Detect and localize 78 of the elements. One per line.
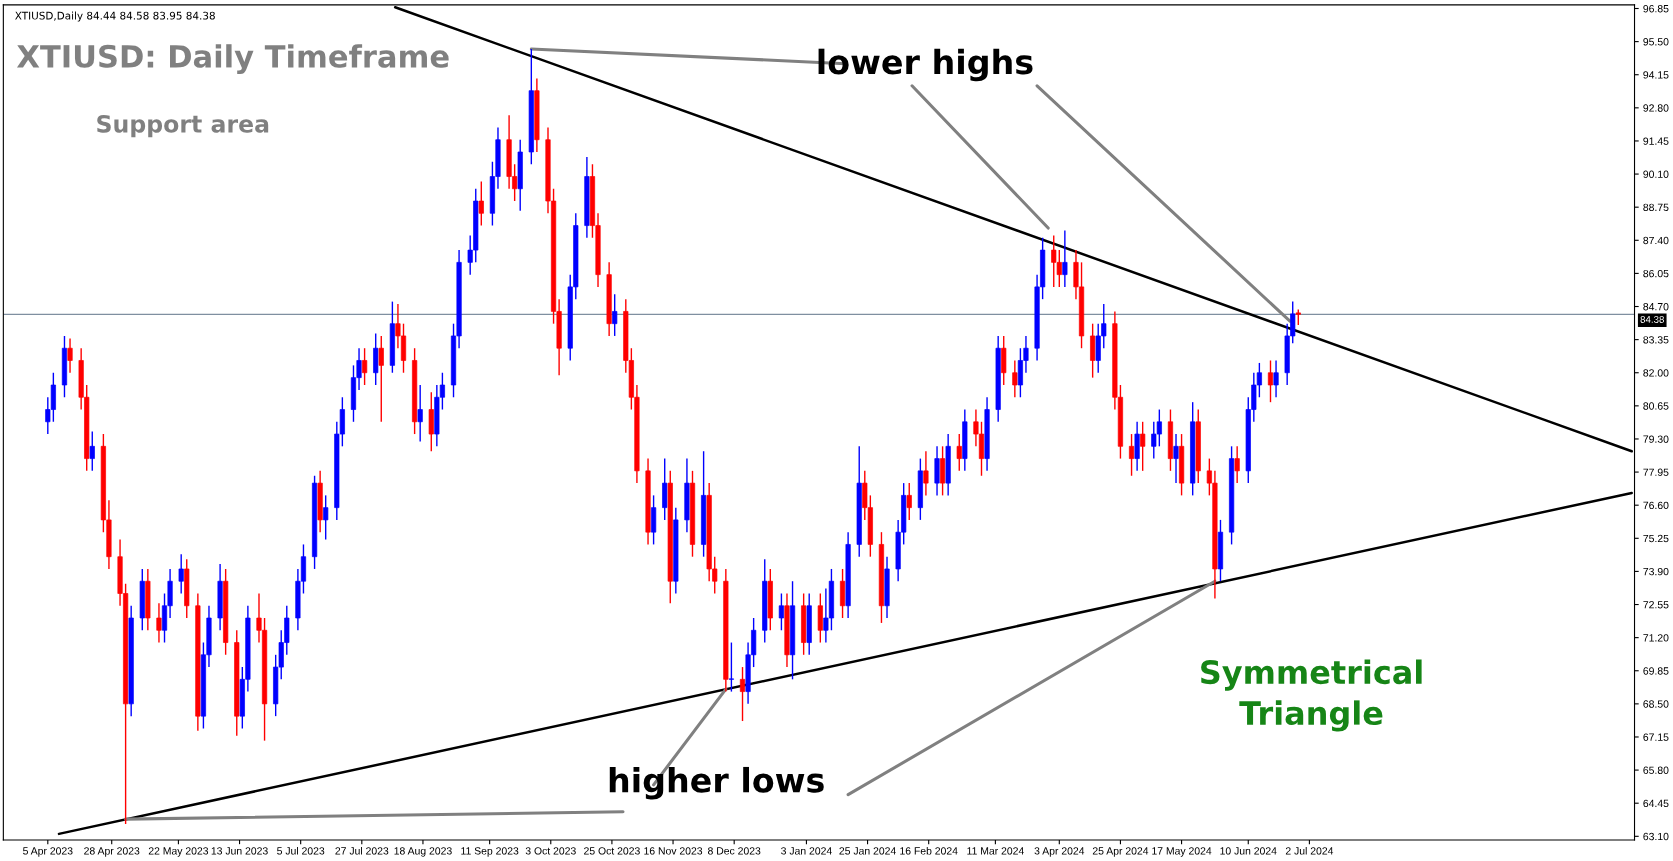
x-tick-label: 16 Feb 2024 [900, 846, 958, 855]
candlestick [1273, 359, 1279, 398]
y-tick-label: 88.75 [1643, 203, 1669, 212]
y-tick-label: 76.60 [1643, 501, 1669, 510]
x-tick-label: 11 Sep 2023 [461, 847, 519, 857]
y-tick-label: 87.40 [1643, 236, 1669, 245]
candlestick [1267, 359, 1274, 403]
text: Support area [97, 114, 269, 138]
ref-line-label: 84.38 [1640, 316, 1664, 323]
annotation: Symmetrical Triangle [1201, 659, 1422, 732]
y-tick-label: 80.65 [1643, 402, 1669, 410]
x-tick-label: 16 Nov 2023 [644, 847, 703, 855]
y-tick-label: 94.15 [1643, 71, 1669, 79]
x-tick-label: 3 Jan 2024 [781, 847, 832, 855]
x-tick-label: 28 Apr 2023 [84, 847, 140, 857]
candlestick [156, 602, 162, 644]
candlestick [923, 450, 929, 497]
candlestick [323, 494, 329, 541]
candlestick [1128, 433, 1135, 477]
y-tick-label: 84.70 [1643, 303, 1669, 311]
candlestick [728, 641, 734, 693]
candlestick [178, 553, 184, 595]
y-tick-label: 72.55 [1643, 601, 1669, 609]
text: XTIUSD: Daily Timeframe [16, 44, 449, 75]
y-tick-label: 71.20 [1643, 634, 1669, 642]
y-tick-label: 64.45 [1643, 799, 1669, 808]
y-tick-label: 96.85 [1643, 5, 1669, 13]
y-tick-label: 73.90 [1643, 567, 1669, 576]
candlestick [906, 482, 912, 521]
x-tick-label: 27 Jul 2023 [335, 846, 389, 855]
y-tick-label: 65.80 [1643, 766, 1669, 774]
y-tick-label: 82.00 [1643, 369, 1669, 377]
x-tick-label: 5 Apr 2023 [23, 847, 73, 857]
x-tick-label: 11 Mar 2024 [967, 847, 1024, 855]
x-tick-label: 3 Apr 2024 [1034, 847, 1085, 857]
candlestick [89, 430, 95, 472]
y-tick-label: 69.85 [1643, 667, 1669, 675]
x-tick-label: 3 Oct 2023 [525, 847, 576, 855]
x-tick-label: 25 Oct 2023 [584, 847, 640, 855]
x-tick-label: 17 May 2024 [1152, 847, 1212, 857]
x-tick-label: 2 Jul 2024 [1285, 846, 1334, 855]
candlestick [1173, 433, 1179, 484]
x-tick-label: 8 Dec 2023 [707, 847, 761, 855]
y-tick-label: 67.15 [1643, 733, 1669, 741]
y-tick-label: 91.45 [1643, 137, 1669, 145]
candlestick [362, 347, 368, 386]
annotation: higher lows [609, 766, 824, 800]
annotation: lower highs [818, 48, 1033, 82]
y-tick-label: 75.25 [1643, 534, 1669, 543]
x-tick-label: 18 Aug 2023 [394, 847, 452, 857]
candlestick [956, 433, 962, 472]
x-tick-label: 25 Apr 2024 [1092, 847, 1149, 857]
candlestick [378, 335, 384, 423]
x-tick-label: 13 Jun 2023 [211, 847, 268, 855]
y-tick-label: 90.10 [1643, 170, 1669, 178]
y-tick-label: 92.80 [1643, 104, 1669, 112]
candlestick [67, 337, 73, 374]
x-tick-label: 25 Jan 2024 [839, 847, 896, 855]
x-tick-label: 10 Jun 2024 [1220, 847, 1277, 855]
candlestick [778, 592, 784, 631]
y-tick-label: 83.35 [1643, 336, 1669, 344]
x-tick-label: 22 May 2023 [148, 847, 209, 857]
y-tick-label: 77.95 [1643, 468, 1669, 476]
candlestick [1234, 445, 1240, 484]
y-tick-label: 79.30 [1643, 435, 1669, 443]
candlestick [1140, 421, 1146, 472]
y-tick-label: 86.05 [1643, 269, 1669, 278]
y-tick-label: 63.10 [1643, 832, 1669, 841]
annotation: XTIUSD,Daily 84.44 84.58 83.95 84.38 [15, 11, 215, 22]
candlestick [1062, 229, 1068, 288]
candlestick [1012, 359, 1018, 398]
x-tick-label: 5 Jul 2023 [277, 846, 325, 855]
candlestick [612, 293, 618, 337]
candlestick [417, 384, 423, 443]
candlestick [478, 180, 484, 227]
y-tick-label: 95.50 [1643, 38, 1669, 46]
y-tick-label: 68.50 [1643, 700, 1669, 708]
candlestick [739, 666, 746, 722]
